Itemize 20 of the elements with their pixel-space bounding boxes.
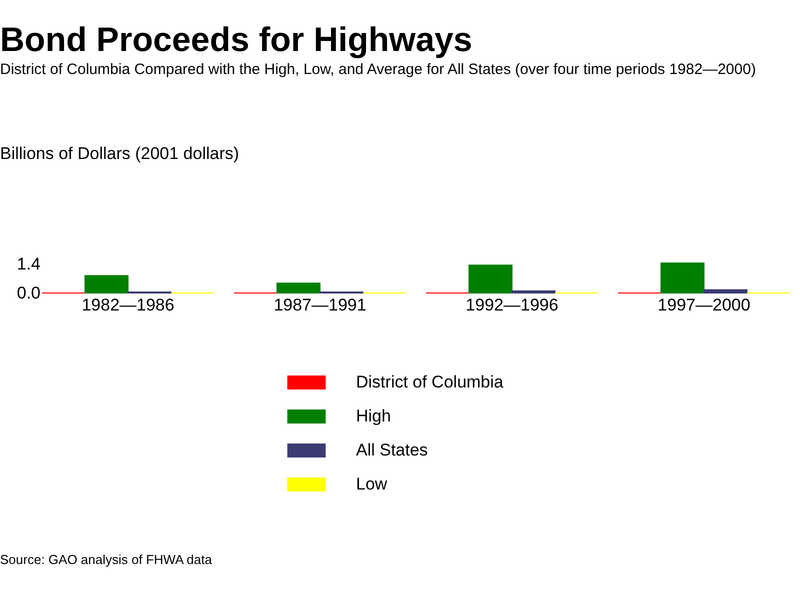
x-tick-label: 1992—1996 bbox=[466, 296, 558, 314]
text: Billions of Dollars (2001 dollars) bbox=[0, 144, 240, 163]
x-tick-label: 1997—2000 bbox=[658, 296, 750, 314]
bar bbox=[660, 262, 704, 294]
bar bbox=[468, 264, 512, 294]
legend-label: High bbox=[356, 406, 391, 426]
legend-label: All States bbox=[356, 440, 428, 460]
x-tick-label: 1987—1991 bbox=[274, 296, 366, 314]
chart-title: Bond Proceeds for Highways bbox=[0, 21, 472, 59]
legend-label: Low bbox=[356, 474, 388, 494]
source-note: Source: GAO analysis of FHWA data bbox=[0, 552, 213, 567]
x-tick-label: 1982—1986 bbox=[82, 296, 174, 314]
chart-subtitle: District of Columbia Compared with the High, Low, and Average for All States (over four time periods 1982—2000) bbox=[0, 61, 756, 78]
legend-label: District of Columbia bbox=[356, 372, 504, 392]
bar bbox=[84, 275, 129, 294]
y-tick-label: 0.0 bbox=[16, 284, 40, 302]
bar bbox=[511, 290, 556, 294]
bar bbox=[703, 289, 748, 294]
bar bbox=[276, 282, 321, 294]
y-tick-label: 1.4 bbox=[16, 254, 40, 274]
